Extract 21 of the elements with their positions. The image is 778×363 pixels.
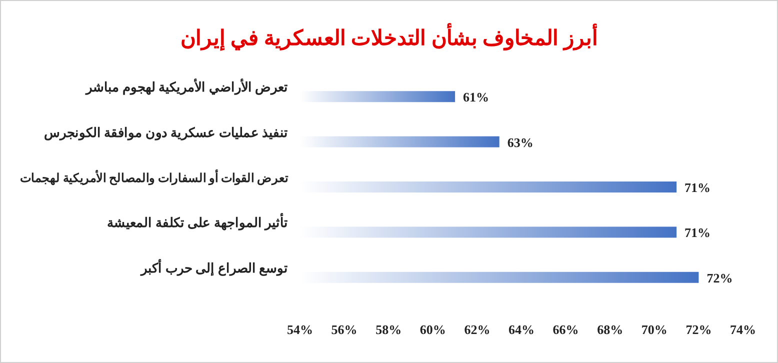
x-tick-label: 70% — [641, 322, 668, 337]
data-label: 72% — [706, 270, 733, 286]
x-tick-label: 62% — [464, 322, 490, 337]
x-tick-label: 60% — [420, 322, 446, 337]
data-label: 71% — [684, 225, 711, 240]
x-tick-label: 58% — [376, 322, 402, 337]
data-label: 63% — [507, 134, 534, 150]
y-tick-label: تعرض الأراضي الأمريكية لهجوم مباشر — [85, 78, 288, 96]
data-label: 61% — [463, 90, 490, 105]
y-tick-label: تنفيذ عمليات عسكرية دون موافقة الكونجرس — [44, 124, 288, 141]
x-tick-label: 64% — [508, 322, 534, 337]
x-tick-label: 56% — [331, 322, 358, 337]
y-tick-label: توسع الصراع إلى حرب أكبر — [140, 259, 288, 276]
x-tick-label: 54% — [287, 322, 313, 337]
y-tick-label: تعرض القوات أو السفارات والمصالح الأمريكية لهجمات — [20, 170, 289, 186]
x-tick-label: 72% — [686, 322, 712, 337]
x-tick-label: 68% — [597, 322, 624, 337]
y-tick-label: تأثير المواجهة على تكلفة المعيشة — [107, 213, 288, 232]
x-tick-label: 74% — [730, 322, 756, 337]
data-label: 71% — [684, 180, 711, 195]
x-tick-label: 66% — [552, 322, 579, 337]
